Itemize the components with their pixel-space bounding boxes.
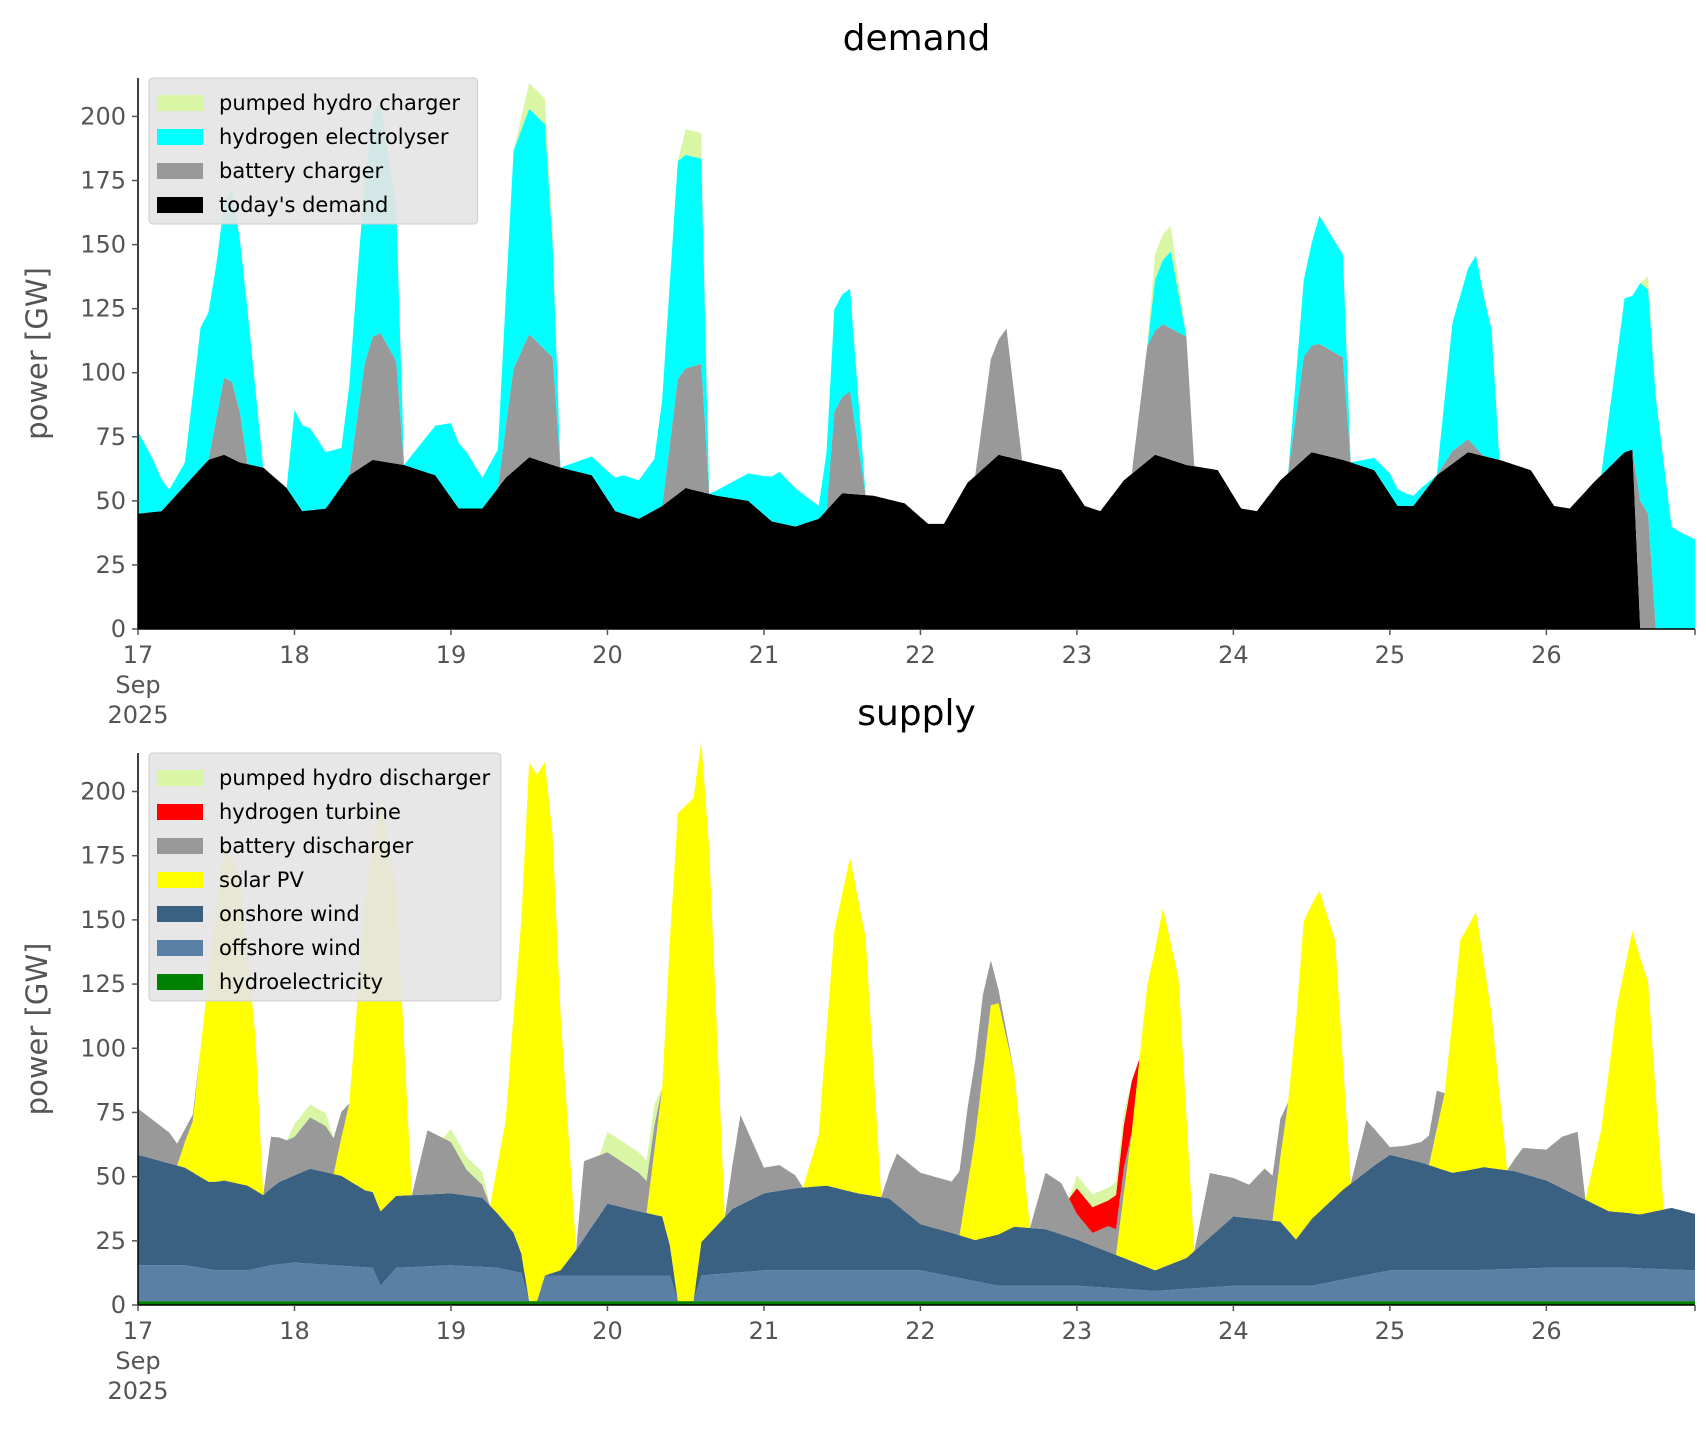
- x-tick-label: 26: [1531, 641, 1562, 669]
- legend-swatch-hydrogen-electrolyser: [157, 129, 203, 145]
- legend-swatch-onshore-wind: [157, 906, 203, 922]
- x-tick-label: 20: [592, 641, 623, 669]
- legend-label-pumped-hydro-discharger: pumped hydro discharger: [219, 766, 490, 790]
- x-tick-label: 22: [905, 1317, 936, 1345]
- y-tick-label: 175: [80, 167, 126, 195]
- x-tick-label: 24: [1218, 641, 1249, 669]
- legend-swatch-hydroelectricity: [157, 974, 203, 990]
- legend-label-pumped-hydro-charger: pumped hydro charger: [219, 91, 460, 115]
- legend-swatch-battery-discharger: [157, 838, 203, 854]
- legend-swatch-pumped-hydro-discharger: [157, 770, 203, 786]
- x-tick-label: 19: [436, 641, 467, 669]
- x-tick-label: 17: [123, 641, 154, 669]
- y-tick-label: 150: [80, 231, 126, 259]
- y-axis-label: power [GW]: [20, 943, 54, 1116]
- legend-box: [148, 752, 502, 1002]
- y-tick-label: 125: [80, 295, 126, 323]
- y-tick-label: 50: [95, 1163, 126, 1191]
- y-tick-label: 175: [80, 842, 126, 870]
- x-tick-label: 20: [592, 1317, 623, 1345]
- x-tick-label: 23: [1062, 1317, 1093, 1345]
- chart-title: demand: [843, 18, 991, 59]
- x-tick-label: Sep: [115, 1347, 160, 1375]
- legend-swatch-today-s-demand: [157, 197, 203, 213]
- y-tick-label: 25: [95, 1227, 126, 1255]
- y-tick-label: 150: [80, 906, 126, 934]
- legend: pumped hydro charger hydrogen electrolyse…: [148, 77, 479, 225]
- legend-label-battery-charger: battery charger: [219, 159, 384, 183]
- x-tick-label: 22: [905, 641, 936, 669]
- y-tick-label: 200: [80, 102, 126, 130]
- legend-label-hydrogen-turbine: hydrogen turbine: [219, 800, 401, 824]
- x-tick-label: 18: [279, 1317, 310, 1345]
- legend-swatch-hydrogen-turbine: [157, 804, 203, 820]
- legend-swatch-pumped-hydro-charger: [157, 95, 203, 111]
- y-tick-label: 100: [80, 359, 126, 387]
- x-tick-label: 23: [1062, 641, 1093, 669]
- y-tick-label: 100: [80, 1034, 126, 1062]
- legend-swatch-battery-charger: [157, 163, 203, 179]
- y-tick-label: 75: [95, 423, 126, 451]
- y-tick-label: 25: [95, 551, 126, 579]
- y-tick-label: 0: [111, 1291, 126, 1319]
- x-tick-label: 26: [1531, 1317, 1562, 1345]
- legend-label-hydrogen-electrolyser: hydrogen electrolyser: [219, 125, 449, 149]
- legend: pumped hydro discharger hydrogen turbine b…: [148, 752, 502, 1002]
- area-offshore-wind: [138, 1262, 1695, 1302]
- y-tick-label: 200: [80, 778, 126, 806]
- area-battery-charger: [138, 324, 1695, 629]
- area-today-s-demand: [138, 449, 1695, 629]
- legend-swatch-offshore-wind: [157, 940, 203, 956]
- x-tick-label: 25: [1375, 641, 1406, 669]
- area-hydroelectricity: [138, 1301, 1695, 1305]
- stacked-areas: [138, 83, 1695, 630]
- area-hydrogen-electrolyser: [138, 102, 1695, 630]
- y-tick-label: 0: [111, 615, 126, 643]
- legend-label-battery-discharger: battery discharger: [219, 834, 414, 858]
- area-solar-pv: [138, 741, 1695, 1302]
- x-tick-label: 19: [436, 1317, 467, 1345]
- y-tick-label: 125: [80, 970, 126, 998]
- x-tick-label: 2025: [107, 1377, 168, 1405]
- x-tick-label: 2025: [107, 701, 168, 729]
- legend-label-today-s-demand: today's demand: [219, 193, 388, 217]
- legend-label-offshore-wind: offshore wind: [219, 936, 361, 960]
- x-tick-label: 18: [279, 641, 310, 669]
- x-tick-label: 21: [749, 1317, 780, 1345]
- legend-label-onshore-wind: onshore wind: [219, 902, 360, 926]
- y-tick-label: 75: [95, 1098, 126, 1126]
- x-tick-label: 21: [749, 641, 780, 669]
- x-tick-label: 17: [123, 1317, 154, 1345]
- y-tick-label: 50: [95, 487, 126, 515]
- legend-label-hydroelectricity: hydroelectricity: [219, 970, 383, 994]
- x-tick-label: 24: [1218, 1317, 1249, 1345]
- y-axis-label: power [GW]: [20, 267, 54, 440]
- area-onshore-wind: [138, 1154, 1695, 1302]
- chart-title: supply: [857, 693, 976, 734]
- legend-box: [148, 77, 479, 225]
- stacked-areas: [138, 741, 1695, 1305]
- legend-swatch-solar-pv: [157, 872, 203, 888]
- x-tick-label: 25: [1375, 1317, 1406, 1345]
- x-tick-label: Sep: [115, 671, 160, 699]
- legend-label-solar-pv: solar PV: [219, 868, 304, 892]
